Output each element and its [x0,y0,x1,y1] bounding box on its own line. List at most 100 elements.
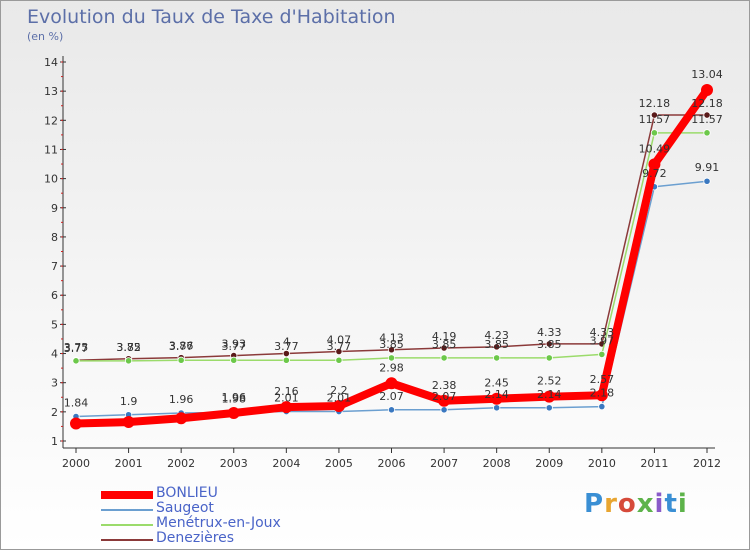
data-point-men-trux-en-joux [230,356,238,364]
data-label-denezi-res: 3.93 [222,338,247,351]
data-point-bonlieu [175,412,188,425]
data-point-men-trux-en-joux [387,354,396,362]
data-label-saugeot: 2.18 [590,387,615,400]
data-label-men-trux-en-joux: 3.85 [379,338,404,351]
data-label-men-trux-en-joux: 11.57 [639,113,671,126]
data-label-denezi-res: 3.77 [64,342,89,355]
data-label-saugeot: 9.72 [642,167,667,180]
data-label-men-trux-en-joux: 3.77 [222,340,247,353]
data-label-saugeot: 2.14 [537,388,562,401]
data-label-denezi-res: 12.18 [691,97,723,110]
x-tick-label: 2009 [535,457,563,470]
data-point-men-trux-en-joux [545,354,553,362]
data-point-bonlieu [122,416,135,429]
data-point-saugeot [545,404,553,412]
data-point-denezi-res [545,340,553,348]
data-point-bonlieu [70,417,82,430]
data-label-men-trux-en-joux: 3.85 [432,338,457,351]
data-label-bonlieu: 1.96 [222,391,247,404]
data-label-bonlieu: 2.2 [330,384,348,397]
data-label-denezi-res: 4.07 [327,333,352,346]
data-point-denezi-res [387,346,396,354]
data-label-bonlieu: 2.16 [274,385,299,398]
data-point-men-trux-en-joux [282,356,290,364]
chart-subtitle: (en %) [27,30,64,43]
data-point-denezi-res [440,344,448,352]
data-label-men-trux-en-joux: 11.57 [691,113,723,126]
legend-label-saugeot: Saugeot [156,500,214,516]
data-point-saugeot [703,177,711,185]
data-label-men-trux-en-joux: 3.97 [590,334,615,347]
y-tick-label: 7 [51,260,58,273]
legend-swatch-bonlieu [101,491,153,499]
data-point-saugeot [387,406,396,414]
data-point-denezi-res [335,347,343,356]
data-point-bonlieu [543,390,556,403]
x-tick-label: 2011 [640,457,668,470]
x-tick-label: 2012 [693,457,721,470]
y-tick-label: 3 [51,377,58,390]
data-point-men-trux-en-joux [650,129,659,137]
data-label-saugeot: 9.91 [695,161,720,174]
series-line-denezi-res [75,114,708,361]
data-label-saugeot: 2.01 [327,392,352,405]
data-label-denezi-res: 4.23 [484,329,509,342]
data-point-men-trux-en-joux [493,354,501,362]
data-point-bonlieu [701,83,713,96]
data-label-bonlieu: 13.04 [691,68,723,81]
legend-swatch-denezi-res [101,539,153,541]
data-label-bonlieu: 2.57 [590,373,615,386]
data-label-men-trux-en-joux: 3.77 [274,340,299,353]
data-label-bonlieu: 2.52 [537,375,562,388]
x-tick-label: 2007 [430,457,458,470]
legend-label-bonlieu: BONLIEU [156,485,218,501]
data-label-bonlieu: 2.38 [432,379,457,392]
legend-swatch-saugeot [101,509,153,511]
data-label-bonlieu: 2.45 [484,377,509,390]
legend-swatch-men-trux-en-joux [101,524,153,526]
data-label-saugeot: 2.07 [379,390,404,403]
data-point-denezi-res [493,343,501,351]
data-label-men-trux-en-joux: 3.75 [116,341,141,354]
x-tick-label: 2004 [272,457,300,470]
data-label-men-trux-en-joux: 3.75 [64,341,89,354]
data-label-saugeot: 1.96 [169,393,194,406]
data-label-denezi-res: 12.18 [639,97,671,110]
chart-title: Evolution du Taux de Taxe d'Habitation [27,6,396,28]
y-tick-label: 9 [51,202,58,215]
y-tick-label: 13 [44,85,58,98]
legend-label-men-trux-en-joux: Menétrux-en-Joux [156,515,281,531]
data-point-men-trux-en-joux [440,354,448,362]
data-point-saugeot [598,402,606,411]
data-label-denezi-res: 4.19 [432,330,457,343]
y-tick-label: 10 [44,173,58,186]
data-point-bonlieu [490,392,503,405]
data-label-men-trux-en-joux: 3.85 [484,338,509,351]
data-point-saugeot [440,406,448,414]
data-point-bonlieu [648,158,661,171]
data-point-men-trux-en-joux [703,129,711,137]
x-tick-label: 2001 [115,457,143,470]
x-tick-label: 2008 [483,457,511,470]
data-label-bonlieu: 2.98 [379,361,404,374]
y-tick-label: 14 [44,56,58,69]
data-label-denezi-res: 3.86 [169,340,194,353]
y-tick-label: 8 [51,231,58,244]
data-point-bonlieu [438,394,451,407]
x-tick-label: 2002 [167,457,195,470]
data-point-denezi-res [703,111,711,119]
x-tick-label: 2005 [325,457,353,470]
data-point-men-trux-en-joux [124,357,133,365]
y-tick-label: 12 [44,114,58,127]
x-tick-label: 2000 [62,457,90,470]
data-label-denezi-res: 3.82 [116,341,141,354]
data-point-men-trux-en-joux [72,357,80,365]
proxiti-logo: Proxiti [584,489,688,519]
data-label-saugeot: 2.07 [432,390,457,403]
data-label-denezi-res: 4.33 [537,326,562,339]
data-point-saugeot [493,404,501,412]
y-tick-label: 2 [51,406,58,419]
data-point-men-trux-en-joux [335,356,343,364]
